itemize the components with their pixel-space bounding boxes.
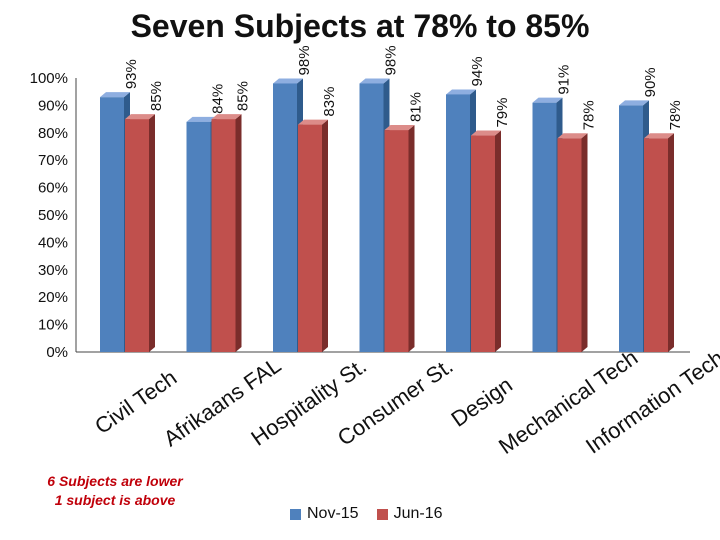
data-label: 83% <box>321 87 338 117</box>
bar <box>125 119 149 352</box>
note-line-1: 6 Subjects are lower <box>47 473 183 489</box>
bar-top <box>298 119 328 125</box>
bar <box>557 138 582 352</box>
data-label: 91% <box>556 65 573 95</box>
data-label: 81% <box>408 92 425 122</box>
y-tick-label: 60% <box>38 180 68 197</box>
bar-side <box>668 133 674 352</box>
bar <box>211 119 236 352</box>
legend-label-nov15: Nov-15 <box>307 505 359 522</box>
data-label: 85% <box>235 81 252 111</box>
y-tick-label: 50% <box>38 207 68 224</box>
bar-side <box>322 119 328 352</box>
bar-top <box>359 78 390 84</box>
bar-side <box>149 114 155 352</box>
bar-top <box>125 114 155 120</box>
bar <box>619 105 643 353</box>
bar <box>359 83 384 352</box>
bar-top <box>100 92 130 98</box>
legend-item-nov15: Nov-15 <box>290 505 359 523</box>
bar <box>644 138 668 352</box>
data-label: 78% <box>667 100 684 130</box>
note-line-2: 1 subject is above <box>54 492 176 508</box>
data-label: 98% <box>383 45 400 75</box>
bar-top <box>211 114 242 120</box>
bar <box>298 124 322 352</box>
y-tick-label: 30% <box>38 262 68 279</box>
data-label: 79% <box>494 98 511 128</box>
legend-swatch-nov15 <box>290 508 301 520</box>
chart-title: Seven Subjects at 78% to 85% <box>130 8 590 44</box>
y-tick-label: 20% <box>38 289 68 306</box>
bar-side <box>408 125 415 352</box>
bar <box>532 102 557 352</box>
bar-top <box>557 133 588 139</box>
legend: Nov-15 Jun-16 <box>290 505 443 523</box>
bar <box>186 121 211 352</box>
data-label: 90% <box>642 67 659 97</box>
bar-top <box>619 100 649 106</box>
bar-top <box>471 130 501 136</box>
annotation-note: 6 Subjects are lower 1 subject is above <box>20 472 210 510</box>
y-tick-label: 100% <box>30 70 68 87</box>
bar <box>471 135 495 352</box>
y-tick-label: 10% <box>38 317 68 334</box>
legend-item-jun16: Jun-16 <box>376 505 443 523</box>
data-label: 98% <box>296 45 313 75</box>
bar-top <box>384 125 415 131</box>
bar-side <box>495 130 501 352</box>
data-label: 85% <box>148 81 165 111</box>
bar-top <box>644 133 674 139</box>
bar <box>100 97 124 353</box>
data-label: 78% <box>581 100 598 130</box>
category-label: Mechanical Tech <box>494 345 642 459</box>
bar-top <box>446 89 476 95</box>
category-label: Design <box>446 372 516 432</box>
legend-label-jun16: Jun-16 <box>393 505 443 522</box>
y-tick-label: 80% <box>38 125 68 142</box>
bar <box>273 83 297 352</box>
bar <box>384 130 409 352</box>
legend-swatch-jun16 <box>376 508 388 520</box>
y-tick-label: 40% <box>38 234 68 251</box>
bar-top <box>273 78 303 84</box>
y-tick-label: 90% <box>38 97 68 114</box>
y-tick-label: 70% <box>38 152 68 169</box>
bar-side <box>581 133 588 352</box>
y-tick-label: 0% <box>46 344 68 361</box>
bar-top <box>186 116 217 122</box>
data-label: 94% <box>469 56 486 86</box>
data-label: 84% <box>210 84 227 114</box>
data-label: 93% <box>123 59 140 89</box>
bar-side <box>235 114 242 352</box>
bar-top <box>532 97 563 103</box>
bar <box>446 94 470 352</box>
